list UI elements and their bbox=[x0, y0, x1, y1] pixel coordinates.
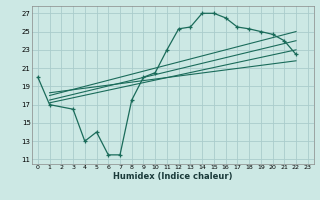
X-axis label: Humidex (Indice chaleur): Humidex (Indice chaleur) bbox=[113, 172, 233, 181]
